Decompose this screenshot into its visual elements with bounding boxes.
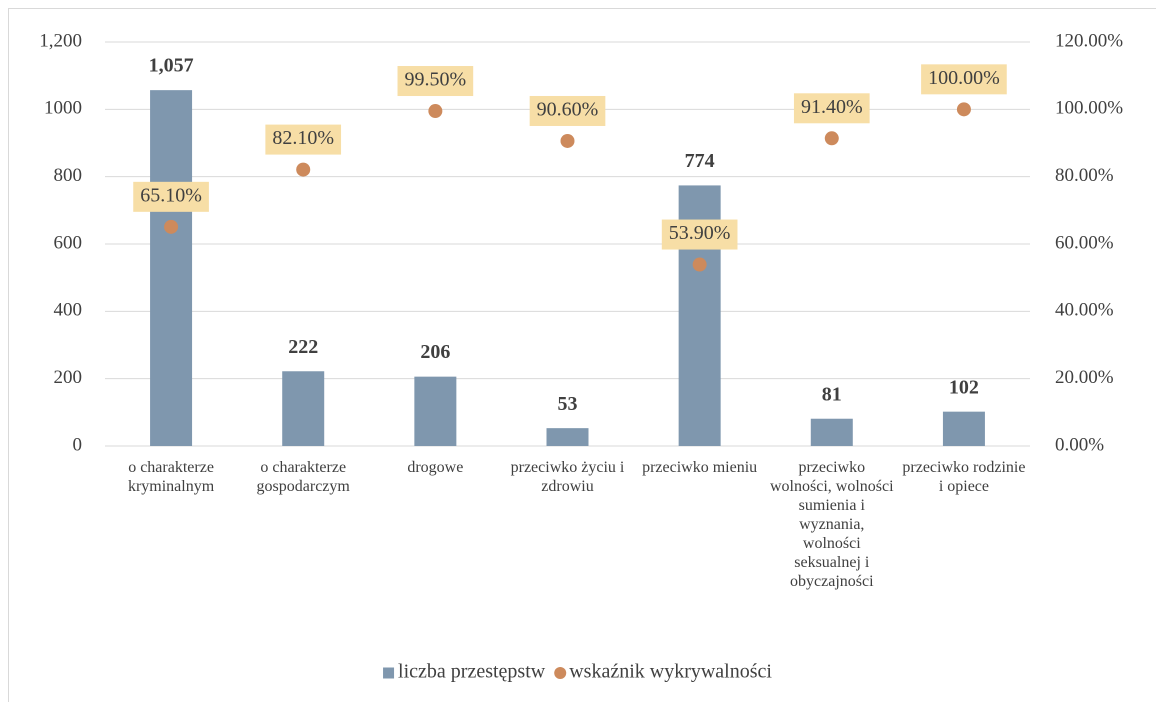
y-tick-label: 0 (73, 434, 83, 455)
bar-value-label: 222 (288, 336, 318, 358)
point (956, 102, 971, 117)
y-tick-label: 800 (54, 165, 83, 186)
point-value-label: 90.60% (537, 99, 599, 121)
y-tick-label: 400 (54, 300, 83, 321)
point-value-label: 65.10% (140, 184, 202, 206)
chart-border (8, 8, 1156, 702)
data-label-box (529, 95, 606, 126)
x-tick-label: przeciwko wolności, wolności sumienia i … (770, 459, 894, 590)
legend-swatch (554, 667, 567, 679)
bar-value-label: 53 (558, 393, 578, 415)
x-tick-label: o charakterze gospodarczym (256, 459, 350, 495)
bar (942, 411, 985, 446)
x-tick-label: drogowe (407, 459, 464, 476)
data-label-box (921, 64, 1007, 95)
point-value-label: 82.10% (272, 127, 334, 149)
point (692, 257, 707, 272)
data-label-box (133, 181, 209, 212)
point (164, 219, 179, 234)
bar (150, 90, 193, 446)
y2-tick-label: 40.00% (1055, 300, 1114, 321)
y2-tick-label: 120.00% (1055, 30, 1123, 51)
y2-tick-label: 80.00% (1055, 165, 1114, 186)
point-value-label: 91.40% (801, 96, 863, 118)
bar-value-label: 1,057 (149, 55, 194, 77)
point-value-label: 99.50% (405, 69, 467, 91)
point (296, 162, 311, 177)
bar-value-label: 102 (949, 376, 979, 398)
x-tick-label: przeciwko mieniu (642, 459, 758, 476)
legend-label: liczba przestępstw (398, 661, 546, 683)
data-label-box (265, 124, 342, 155)
y-tick-label: 600 (54, 232, 83, 253)
data-label-box (793, 93, 870, 124)
point (560, 133, 575, 148)
bar (810, 418, 853, 446)
bar-value-label: 774 (685, 150, 715, 172)
bar-value-label: 81 (822, 383, 842, 405)
point (824, 131, 839, 146)
x-tick-label: o charakterze kryminalnym (127, 459, 215, 495)
bar (282, 371, 325, 446)
y-tick-label: 200 (54, 367, 83, 388)
y-tick-label: 1000 (44, 98, 82, 119)
point (428, 104, 443, 119)
data-label-box (661, 219, 738, 250)
y2-tick-label: 20.00% (1055, 367, 1114, 388)
x-tick-label: przeciwko życiu i zdrowiu (510, 459, 625, 495)
point-value-label: 100.00% (928, 67, 1000, 89)
legend-label: wskaźnik wykrywalności (569, 661, 772, 683)
bar-value-label: 206 (420, 341, 450, 363)
bar (546, 428, 589, 446)
legend-swatch (383, 667, 395, 679)
x-tick-label: przeciwko rodzinie i opiece (902, 459, 1026, 495)
y2-tick-label: 0.00% (1055, 434, 1104, 455)
y-tick-label: 1,200 (39, 30, 82, 51)
point-value-label: 53.90% (669, 222, 731, 244)
bar (414, 376, 457, 446)
y2-tick-label: 60.00% (1055, 232, 1114, 253)
data-label-box (397, 66, 474, 97)
y2-tick-label: 100.00% (1055, 98, 1123, 119)
